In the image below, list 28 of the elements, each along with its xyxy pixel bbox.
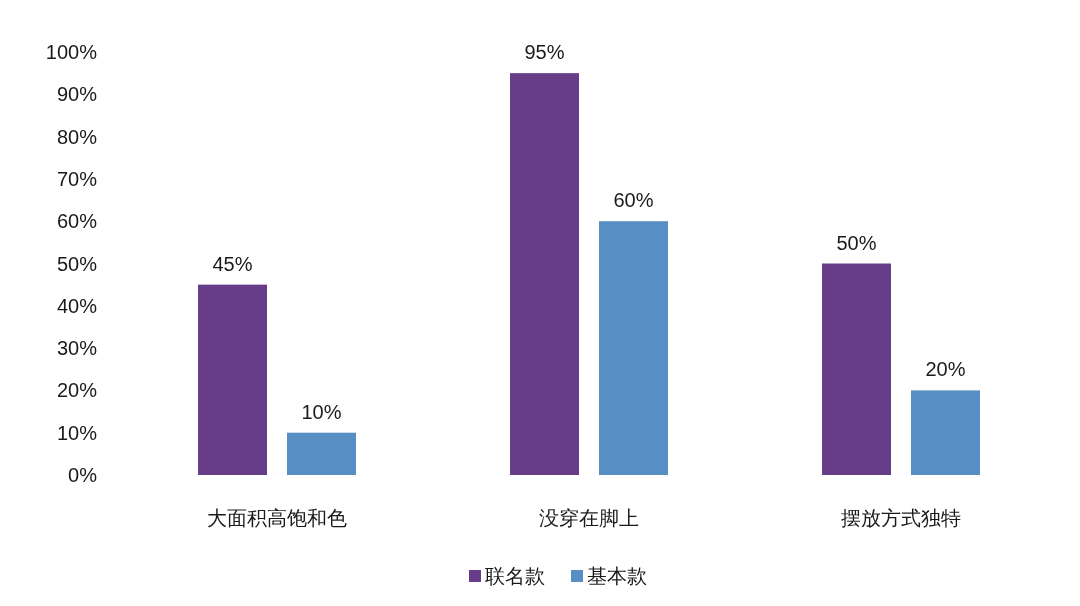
legend-label: 基本款 <box>587 565 647 587</box>
y-tick-label: 40% <box>56 294 98 317</box>
data-label: 20% <box>925 358 966 381</box>
bar <box>822 263 891 475</box>
y-tick-label: 10% <box>56 421 98 444</box>
x-tick-label: 大面积高饱和色 <box>207 507 347 529</box>
data-label: 10% <box>301 400 342 423</box>
bar <box>510 73 579 475</box>
y-tick-label: 50% <box>56 252 98 275</box>
y-tick-label: 80% <box>56 125 98 148</box>
y-tick-label: 90% <box>56 83 98 106</box>
bar <box>599 221 668 475</box>
y-tick-label: 60% <box>56 210 98 233</box>
y-tick-label: 20% <box>56 379 98 402</box>
data-label: 95% <box>524 41 565 64</box>
y-tick-label: 70% <box>56 167 98 190</box>
bar <box>198 284 267 475</box>
data-label: 50% <box>836 231 877 254</box>
y-tick-label: 30% <box>56 337 98 360</box>
x-tick-label: 摆放方式独特 <box>841 507 961 529</box>
data-label: 45% <box>212 252 253 275</box>
data-label: 60% <box>613 189 654 212</box>
y-tick-label: 100% <box>45 41 98 63</box>
bar <box>911 390 980 475</box>
y-tick-label: 0% <box>68 464 98 486</box>
bar <box>287 432 356 475</box>
legend-label: 联名款 <box>485 565 545 587</box>
x-tick-label: 没穿在脚上 <box>539 507 639 529</box>
